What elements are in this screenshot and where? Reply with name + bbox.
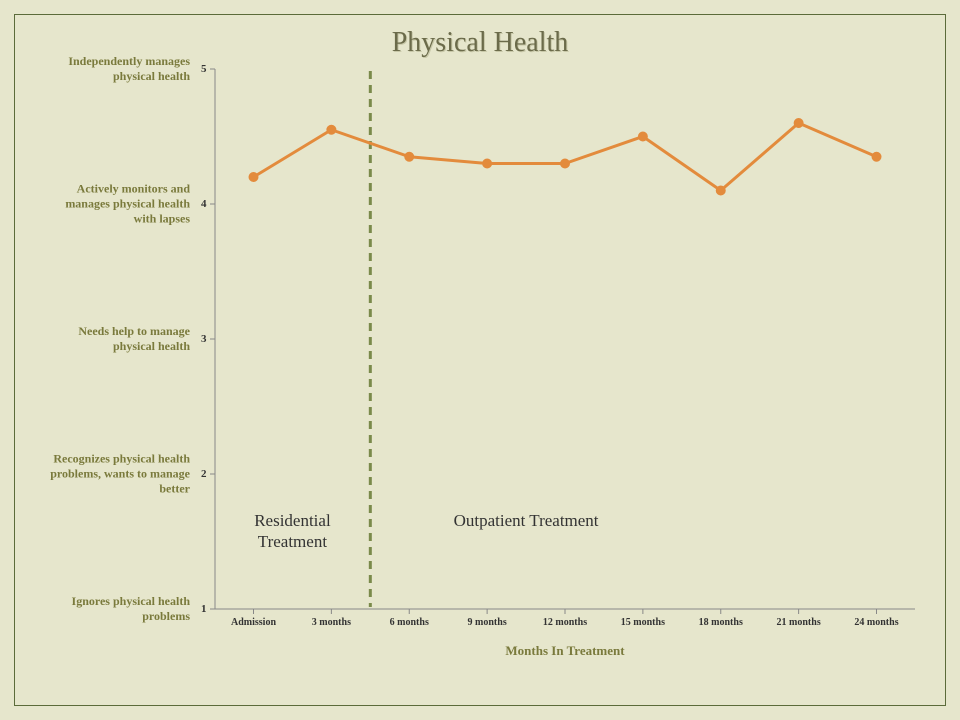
region-annotation: Outpatient Treatment	[426, 511, 626, 531]
x-tick-label: 18 months	[699, 617, 743, 628]
x-tick-label: Admission	[231, 617, 276, 628]
region-annotation: ResidentialTreatment	[192, 511, 392, 552]
x-tick-label: 24 months	[854, 617, 898, 628]
x-tick-label: 9 months	[468, 617, 507, 628]
x-axis-label: Months In Treatment	[215, 643, 915, 659]
chart-frame: Physical Health Months In Treatment 1Ign…	[14, 14, 946, 706]
y-tick-number: 5	[201, 63, 207, 75]
x-tick-label: 21 months	[777, 617, 821, 628]
y-tick-number: 2	[201, 468, 207, 480]
x-tick-label: 6 months	[390, 617, 429, 628]
y-category-label: Actively monitors and manages physical h…	[50, 182, 190, 227]
y-category-label: Needs help to manage physical health	[50, 324, 190, 354]
x-tick-label: 12 months	[543, 617, 587, 628]
y-tick-number: 3	[201, 333, 207, 345]
y-category-label: Independently manages physical health	[50, 54, 190, 84]
y-category-label: Ignores physical health problems	[50, 594, 190, 624]
y-tick-number: 4	[201, 198, 207, 210]
x-tick-label: 3 months	[312, 617, 351, 628]
x-tick-label: 15 months	[621, 617, 665, 628]
y-tick-number: 1	[201, 603, 207, 615]
y-category-label: Recognizes physical health problems, wan…	[50, 452, 190, 497]
